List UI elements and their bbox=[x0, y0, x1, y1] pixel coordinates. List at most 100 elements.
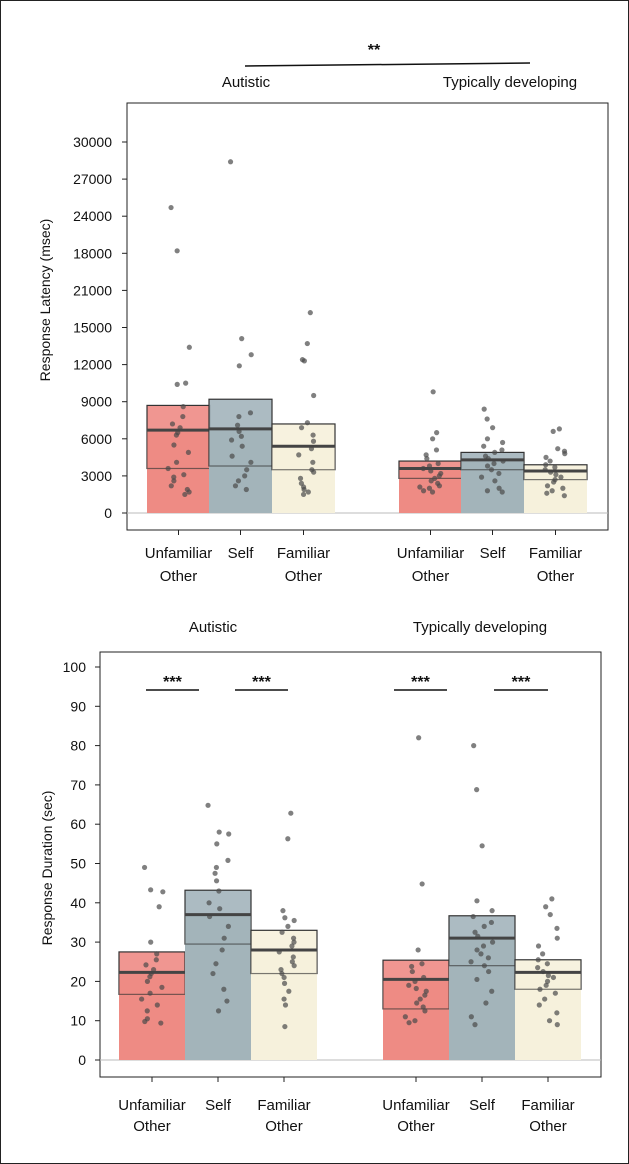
latency-point-typically-developing-self bbox=[481, 406, 487, 412]
latency-xlabel-autistic-self: Self bbox=[228, 545, 255, 562]
duration-point-typically-developing-self bbox=[468, 1014, 474, 1020]
latency-plot-frame bbox=[126, 102, 609, 531]
duration-point-autistic-familiar-other bbox=[280, 908, 286, 914]
duration-point-autistic-unfamiliar-other bbox=[154, 1002, 160, 1008]
latency-point-typically-developing-self bbox=[484, 436, 491, 442]
duration-point-autistic-familiar-other bbox=[285, 923, 291, 929]
duration-point-autistic-familiar-other bbox=[285, 836, 291, 842]
latency-point-autistic-unfamiliar-other bbox=[171, 474, 177, 480]
duration-significance: *** *** *** *** bbox=[146, 674, 548, 691]
duration-xlabel-autistic-familiar-other: Familiar bbox=[257, 1097, 310, 1114]
latency-point-autistic-self bbox=[242, 473, 248, 479]
duration-marks bbox=[100, 735, 601, 1061]
duration-point-autistic-self bbox=[224, 998, 230, 1004]
latency-point-autistic-unfamiliar-other bbox=[168, 204, 174, 211]
latency-point-autistic-unfamiliar-other bbox=[181, 472, 187, 478]
latency-point-typically-developing-self bbox=[484, 463, 491, 469]
latency-point-autistic-unfamiliar-other bbox=[174, 248, 180, 254]
latency-point-typically-developing-self bbox=[491, 460, 497, 467]
latency-point-typically-developing-unfamiliar-other bbox=[426, 485, 433, 491]
duration-point-typically-developing-self bbox=[481, 923, 487, 929]
latency-bar-fill-autistic-unfamiliar-other bbox=[147, 430, 210, 513]
duration-series-typically-developing-unfamiliar-other bbox=[382, 735, 450, 1060]
latency-y-ticks: 0 3000 6000 9000 12000 15000 21000 18000 24000 27… bbox=[73, 134, 127, 521]
latency-point-typically-developing-self bbox=[484, 488, 491, 494]
duration-point-typically-developing-familiar-other bbox=[545, 972, 551, 979]
latency-point-typically-developing-self bbox=[496, 485, 502, 491]
latency-ytick-label: 15000 bbox=[73, 320, 112, 336]
latency-x-labels: Unfamiliar Other Unfamiliar Other Self Self Fa… bbox=[145, 530, 582, 585]
duration-significance-label: *** bbox=[411, 674, 430, 691]
duration-point-typically-developing-self bbox=[474, 976, 480, 983]
duration-point-typically-developing-familiar-other bbox=[546, 1018, 553, 1024]
duration-group-label-typically-developing: Typically developing bbox=[413, 619, 547, 636]
duration-point-autistic-unfamiliar-other bbox=[139, 996, 145, 1002]
latency-point-typically-developing-familiar-other bbox=[555, 446, 561, 452]
latency-ytick-label: 18000 bbox=[73, 245, 112, 261]
duration-point-typically-developing-familiar-other bbox=[554, 925, 560, 931]
duration-header: Autistic Typically developing bbox=[189, 619, 547, 636]
duration-point-typically-developing-self bbox=[486, 968, 492, 975]
duration-point-autistic-familiar-other bbox=[281, 980, 288, 986]
duration-point-autistic-familiar-other bbox=[291, 963, 297, 969]
latency-header: ** Autistic Typically developing bbox=[222, 42, 577, 91]
latency-point-autistic-self bbox=[227, 159, 234, 165]
latency-point-autistic-unfamiliar-other bbox=[180, 404, 186, 410]
duration-point-autistic-self bbox=[205, 802, 211, 808]
duration-ytick-label: 20 bbox=[70, 973, 86, 989]
duration-point-autistic-unfamiliar-other bbox=[153, 957, 159, 963]
duration-xlabel-typically-developing-unfamiliar-other: Other bbox=[397, 1118, 435, 1135]
duration-bar-fill-typically-developing-self bbox=[449, 938, 515, 1060]
duration-point-autistic-self bbox=[225, 923, 231, 929]
duration-point-autistic-familiar-other bbox=[278, 967, 284, 973]
latency-point-typically-developing-unfamiliar-other bbox=[434, 430, 440, 436]
duration-point-autistic-unfamiliar-other bbox=[148, 887, 154, 893]
latency-point-typically-developing-familiar-other bbox=[552, 464, 558, 470]
latency-point-autistic-self bbox=[229, 453, 235, 459]
duration-point-typically-developing-familiar-other bbox=[535, 965, 541, 971]
latency-point-autistic-unfamiliar-other bbox=[180, 413, 186, 420]
duration-x-labels: Unfamiliar Other Unfamiliar Other Self Self Fa… bbox=[118, 1077, 575, 1135]
duration-xlabel-typically-developing-self: Self bbox=[469, 1097, 496, 1114]
duration-xlabel-typically-developing-familiar-other: Familiar bbox=[521, 1097, 574, 1114]
latency-point-autistic-self bbox=[247, 410, 254, 416]
duration-point-typically-developing-familiar-other bbox=[554, 1010, 560, 1016]
latency-point-autistic-familiar-other bbox=[311, 392, 317, 399]
duration-point-typically-developing-self bbox=[472, 929, 478, 935]
duration-y-ticks: 0 10 20 30 40 50 60 70 80 90 100 bbox=[63, 659, 100, 1068]
latency-xlabel-autistic-unfamiliar-other: Unfamiliar bbox=[145, 545, 213, 562]
duration-point-typically-developing-self bbox=[474, 898, 480, 904]
latency-point-typically-developing-self bbox=[499, 489, 505, 495]
latency-point-autistic-unfamiliar-other bbox=[182, 491, 188, 498]
duration-point-autistic-unfamiliar-other bbox=[158, 1020, 164, 1026]
duration-point-autistic-familiar-other bbox=[291, 939, 297, 945]
duration-xlabel-typically-developing-familiar-other: Other bbox=[529, 1118, 567, 1135]
duration-point-autistic-unfamiliar-other bbox=[159, 984, 165, 990]
latency-point-autistic-familiar-other bbox=[307, 310, 313, 316]
latency-xlabel-typically-developing-familiar-other: Other bbox=[537, 568, 575, 585]
latency-ytick-label: 27000 bbox=[73, 171, 112, 187]
duration-point-typically-developing-self bbox=[489, 908, 495, 914]
duration-point-autistic-unfamiliar-other bbox=[154, 951, 160, 957]
duration-point-autistic-self bbox=[216, 888, 222, 894]
latency-point-autistic-self bbox=[248, 459, 254, 465]
duration-point-typically-developing-self bbox=[474, 947, 480, 953]
duration-point-autistic-self bbox=[210, 970, 216, 977]
duration-point-typically-developing-unfamiliar-other bbox=[419, 961, 425, 967]
latency-point-typically-developing-familiar-other bbox=[551, 479, 557, 485]
latency-series-typically-developing-familiar-other bbox=[523, 426, 588, 513]
duration-point-autistic-familiar-other bbox=[290, 935, 297, 941]
latency-point-typically-developing-self bbox=[496, 470, 502, 477]
latency-group-significance: ** bbox=[368, 42, 381, 59]
latency-point-typically-developing-unfamiliar-other bbox=[436, 483, 443, 489]
latency-point-autistic-familiar-other bbox=[304, 340, 310, 347]
duration-point-typically-developing-self bbox=[489, 988, 495, 994]
latency-series-autistic-self bbox=[208, 159, 273, 513]
duration-point-autistic-self bbox=[217, 906, 223, 912]
duration-point-typically-developing-self bbox=[470, 913, 476, 920]
latency-point-autistic-unfamiliar-other bbox=[169, 421, 176, 427]
duration-ytick-label: 100 bbox=[63, 659, 87, 675]
duration-point-autistic-unfamiliar-other bbox=[156, 904, 162, 910]
latency-point-autistic-unfamiliar-other bbox=[186, 344, 192, 350]
duration-point-typically-developing-self bbox=[471, 743, 477, 749]
